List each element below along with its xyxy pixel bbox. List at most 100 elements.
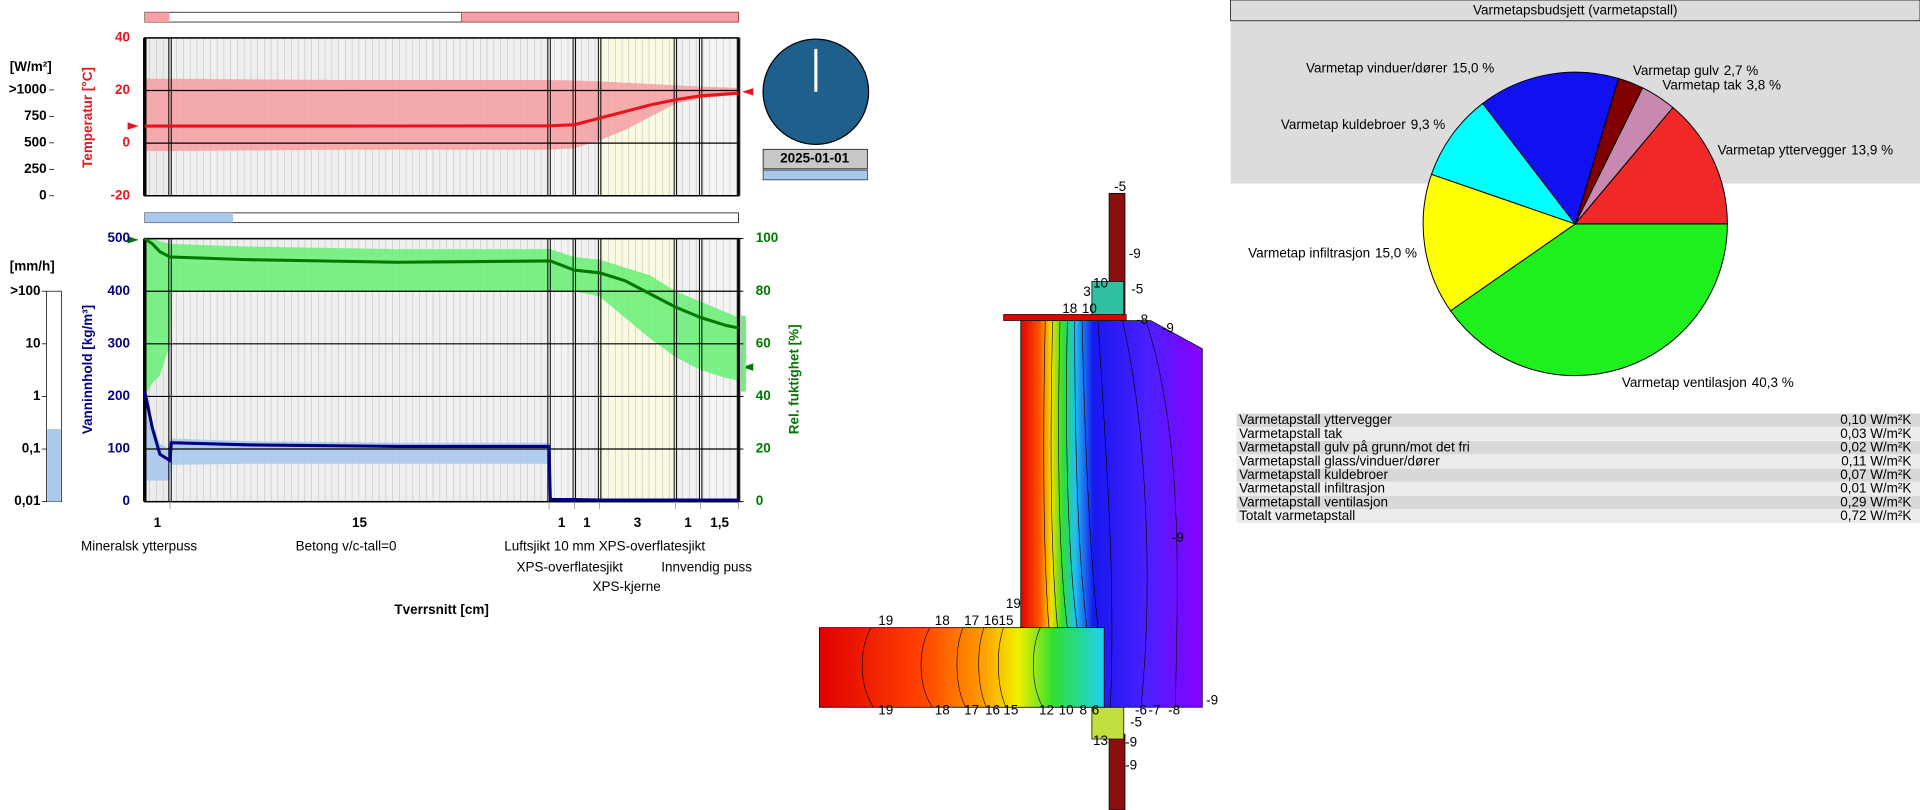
layer-bg xyxy=(675,37,701,196)
rain-tick-label: 1 xyxy=(33,388,41,403)
layer-name: XPS-kjerne xyxy=(593,579,661,594)
isotherm-label: 3 xyxy=(1083,284,1091,299)
layer-bg xyxy=(700,37,739,196)
isotherm-label: -6 xyxy=(1135,702,1147,717)
isotherm-label: 19 xyxy=(1006,596,1021,611)
y-tick-label: 0 xyxy=(123,493,131,508)
isotherm-label: 17 xyxy=(964,702,979,717)
isotherm-label: 6 xyxy=(1092,702,1100,717)
y2-tick-label: 80 xyxy=(756,283,771,298)
rain-tick-label: 10 xyxy=(25,335,40,350)
radiation-tick-label: 500 xyxy=(24,134,47,149)
isotherm-label: 17 xyxy=(964,613,979,628)
pie-label-name: Varmetap vinduer/dører xyxy=(1306,60,1448,75)
date: 2025-01-01 xyxy=(780,151,849,166)
pie-label: Varmetap yttervegger 13,9 % xyxy=(1718,142,1894,157)
table-row xyxy=(1236,509,1920,523)
table-cell: Varmetapstall gulv på grunn/mot det fri xyxy=(1239,440,1470,455)
layer-name: XPS-overflatesjikt xyxy=(516,559,623,574)
layer-bg xyxy=(675,238,701,502)
layer-thickness: 3 xyxy=(634,515,642,530)
layer-name: XPS-overflatesjikt xyxy=(599,539,706,554)
layer-name: Luftsjikt 10 mm xyxy=(504,539,595,554)
y-tick-label: 20 xyxy=(115,82,130,97)
radiation-tick-label: 0 xyxy=(39,187,47,202)
marker xyxy=(127,236,139,244)
pie-label: Varmetap tak 3,8 % xyxy=(1662,77,1781,92)
pie-label-value: 2,7 % xyxy=(1724,63,1759,78)
table: Varmetapstall yttervegger 0,10 W/m²K Varme… xyxy=(1236,412,1920,523)
isotherm-label: -5 xyxy=(1131,282,1143,297)
plot-frame xyxy=(144,237,740,503)
pie-label-name: Varmetap kuldebroer xyxy=(1281,116,1406,131)
y2-tick-label: 20 xyxy=(756,441,771,456)
window-frame xyxy=(1108,733,1126,810)
table-row xyxy=(1236,413,1920,428)
table-cell: 0,29 W/m²K xyxy=(1840,494,1911,509)
isotherm-label: 10 xyxy=(1093,275,1108,290)
pie-label: Varmetap vinduer/dører 15,0 % xyxy=(1306,60,1494,75)
isotherm-label: -9 xyxy=(1125,734,1137,749)
isotherm-label: 19 xyxy=(878,613,893,628)
pie-label-value: 13,9 % xyxy=(1851,142,1893,157)
y-axis-title: Temperatur [°C] xyxy=(80,67,95,168)
pie-label-value: 15,0 % xyxy=(1452,60,1494,75)
rain-tick-label: 0,1 xyxy=(22,441,41,456)
table-cell: 0,07 W/m²K xyxy=(1840,467,1911,482)
isotherm-label: -7 xyxy=(1148,702,1160,717)
rain-tick-label: >100 xyxy=(10,283,40,298)
y2-tick-label: 60 xyxy=(756,335,771,350)
pie-label: Varmetap gulv 2,7 % xyxy=(1633,63,1758,78)
table-cell: Varmetapstall infiltrasjon xyxy=(1239,481,1385,496)
table-row xyxy=(1236,454,1920,469)
table-row xyxy=(1236,440,1920,455)
pie-label-name: Varmetap ventilasjon xyxy=(1622,375,1747,390)
line xyxy=(144,91,739,128)
table-cell: Varmetapstall yttervegger xyxy=(1239,412,1392,427)
window-part xyxy=(1091,706,1125,740)
pie-slice xyxy=(1422,173,1577,312)
rain-axis-title: [mm/h] xyxy=(10,258,55,273)
isotherm-label: -8 xyxy=(1136,312,1148,327)
pie-label: Varmetap ventilasjon 40,3 % xyxy=(1622,375,1794,390)
radiation-tick-label: >1000 xyxy=(9,82,47,97)
layer-name: Betong v/c-tall=0 xyxy=(296,539,397,554)
table-cell: 0,72 W/m²K xyxy=(1840,508,1911,523)
table-cell: 0,03 W/m²K xyxy=(1840,426,1911,441)
isotherm-label: 15 xyxy=(999,613,1014,628)
pie-label-value: 3,8 % xyxy=(1746,77,1781,92)
pie: Varmetap ventilasjon 40,3 % Varmetap infil… xyxy=(1248,60,1893,389)
y-axis-title: Vanninnhold [kg/m³] xyxy=(80,305,95,434)
line xyxy=(143,237,739,330)
pie-label-value: 15,0 % xyxy=(1375,245,1417,260)
isotherm-label: 8 xyxy=(1080,702,1088,717)
pie-label: Varmetap infiltrasjon 15,0 % xyxy=(1248,245,1417,260)
marker xyxy=(127,122,139,130)
isotherm-label: 15 xyxy=(1003,702,1018,717)
pie-label: Varmetap kuldebroer 9,3 % xyxy=(1281,116,1445,131)
isotherm-label: -8 xyxy=(1168,702,1180,717)
isotherm-label: 13 xyxy=(1093,733,1108,748)
strip xyxy=(144,212,739,224)
marker xyxy=(742,363,754,371)
pie-label-name: Varmetap infiltrasjon xyxy=(1248,245,1370,260)
pie-slice xyxy=(1449,223,1728,377)
y-tick-label: 0 xyxy=(123,135,131,150)
table-cell: 0,02 W/m²K xyxy=(1840,440,1911,455)
isotherm-label: -9 xyxy=(1162,321,1174,336)
table-cell: Varmetapstall tak xyxy=(1239,426,1342,441)
strip-segment xyxy=(144,12,170,23)
date-bar xyxy=(762,169,868,181)
table-cell: Varmetapstall glass/vinduer/dører xyxy=(1239,453,1440,468)
isotherm-label: -9 xyxy=(1172,530,1184,545)
y-tick-label: 200 xyxy=(108,388,131,403)
layer-thickness: 1 xyxy=(154,515,162,530)
layer-name: Innvendig puss xyxy=(661,559,752,574)
y2-tick-label: 0 xyxy=(756,493,764,508)
rain-bar xyxy=(47,429,61,502)
isotherm-figure xyxy=(819,192,1203,810)
y-tick-label: 100 xyxy=(108,441,131,456)
date-box[interactable] xyxy=(762,148,868,170)
